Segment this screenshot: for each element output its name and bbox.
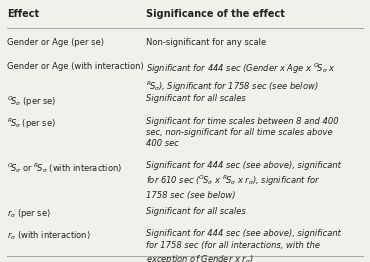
Text: Non-significant for any scale: Non-significant for any scale <box>146 38 266 47</box>
Text: Significant for time scales between 8 and 400
sec, non-significant for all time : Significant for time scales between 8 an… <box>146 117 339 149</box>
Text: $r_{\sigma}$ (with interaction): $r_{\sigma}$ (with interaction) <box>7 229 90 242</box>
Text: $^O\!S_{\sigma}$ or $^R\!S_{\sigma}$ (with interaction): $^O\!S_{\sigma}$ or $^R\!S_{\sigma}$ (wi… <box>7 161 122 175</box>
Text: Effect: Effect <box>7 9 39 19</box>
Text: $^R\!S_{\sigma}$ (per se): $^R\!S_{\sigma}$ (per se) <box>7 117 56 131</box>
Text: Significance of the effect: Significance of the effect <box>146 9 285 19</box>
Text: Gender or Age (per se): Gender or Age (per se) <box>7 38 104 47</box>
Text: Significant for all scales: Significant for all scales <box>146 94 246 103</box>
Text: Significant for all scales: Significant for all scales <box>146 207 246 216</box>
Text: $^O\!S_{\sigma}$ (per se): $^O\!S_{\sigma}$ (per se) <box>7 94 56 109</box>
Text: Significant for 444 sec (see above), significant
for 610 sec ($^O\!S_{\sigma}$ x: Significant for 444 sec (see above), sig… <box>146 161 341 200</box>
Text: Significant for 444 sec (Gender x Age x $^O\!S_{\sigma}$ x
$^R\!S_{\sigma}$), Si: Significant for 444 sec (Gender x Age x … <box>146 62 336 94</box>
Text: Significant for 444 sec (see above), significant
for 1758 sec (for all interacti: Significant for 444 sec (see above), sig… <box>146 229 341 262</box>
Text: $r_{\sigma}$ (per se): $r_{\sigma}$ (per se) <box>7 207 51 220</box>
Text: Gender or Age (with interaction): Gender or Age (with interaction) <box>7 62 144 70</box>
